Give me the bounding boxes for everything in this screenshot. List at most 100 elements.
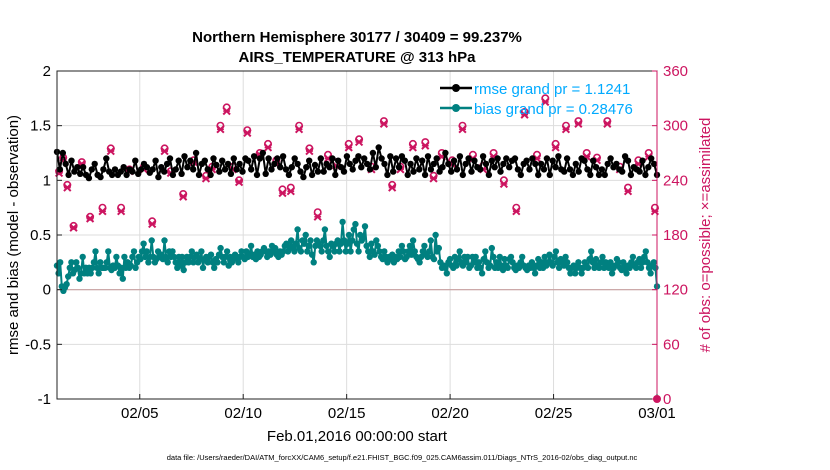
bias-point xyxy=(204,259,211,266)
bias-point xyxy=(597,259,605,266)
rmse-point xyxy=(392,155,400,162)
bias-point xyxy=(352,220,359,228)
bias-point xyxy=(304,248,311,255)
bias-point xyxy=(196,255,203,263)
rmse-point xyxy=(648,155,655,162)
rmse-point xyxy=(624,157,632,164)
rmse-point xyxy=(529,155,536,162)
bias-point xyxy=(368,240,375,247)
rmse-point xyxy=(523,157,530,164)
obs-assimilated-point xyxy=(263,143,273,152)
bias-point xyxy=(336,248,343,255)
x-tick-label: 02/25 xyxy=(535,405,573,422)
bias-point xyxy=(472,253,479,261)
bias-point xyxy=(350,226,357,233)
bias-point xyxy=(223,248,231,255)
bias-point xyxy=(647,270,654,277)
rmse-point xyxy=(491,164,498,171)
rmse-point xyxy=(587,171,594,179)
bias-point xyxy=(297,248,305,255)
bias-point xyxy=(339,218,346,226)
rmse-point xyxy=(332,171,339,179)
y-right-tick-label: 0 xyxy=(663,391,671,408)
bias-point xyxy=(507,253,515,261)
legend-rmse-label: rmse grand pr = 1.1241 xyxy=(474,81,630,98)
rmse-point xyxy=(161,168,168,175)
bias-point xyxy=(92,248,99,255)
rmse-point xyxy=(248,166,255,173)
bias-point xyxy=(105,248,112,255)
bias-point xyxy=(632,264,640,271)
bias-point xyxy=(426,248,433,255)
rmse-point xyxy=(259,149,266,157)
y-left-axis-label: rmse and bias (model - observation) xyxy=(5,115,22,355)
rmse-point xyxy=(221,166,229,173)
obs-assimilated-point xyxy=(85,214,95,223)
bias-point xyxy=(294,226,301,233)
rmse-point xyxy=(566,166,574,173)
rmse-point xyxy=(192,149,200,157)
bias-point xyxy=(73,259,80,266)
rmse-point xyxy=(91,160,98,168)
bias-point xyxy=(501,255,508,263)
rmse-point xyxy=(224,160,232,168)
bias-point xyxy=(418,253,425,261)
rmse-point xyxy=(172,166,179,173)
rmse-point xyxy=(650,160,658,168)
rmse-point xyxy=(404,171,411,179)
rmse-point xyxy=(450,157,458,164)
bias-point xyxy=(424,253,431,261)
bias-point xyxy=(132,264,139,271)
y-right-tick-label: 300 xyxy=(663,118,688,135)
bias-point xyxy=(475,259,483,266)
rmse-point xyxy=(210,155,217,162)
rmse-point xyxy=(433,155,440,162)
rmse-point xyxy=(619,168,626,175)
rmse-point xyxy=(378,155,385,162)
bias-point xyxy=(316,242,324,250)
chart-title-line2: AIRS_TEMPERATURE @ 313 hPa xyxy=(239,49,477,66)
bias-point xyxy=(217,244,224,252)
bias-point xyxy=(349,237,356,244)
rmse-point xyxy=(465,155,472,162)
rmse-point xyxy=(581,157,588,164)
legend-bias-label: bias grand pr = 0.28476 xyxy=(474,101,633,118)
bias-point xyxy=(55,270,62,277)
bias-point xyxy=(371,251,378,258)
obs-assimilated-point xyxy=(354,137,364,147)
rmse-point xyxy=(285,171,293,179)
bias-point xyxy=(97,259,104,266)
rmse-point xyxy=(607,155,614,162)
rmse-point xyxy=(361,155,368,162)
rmse-point xyxy=(68,157,75,164)
rmse-point xyxy=(335,157,342,164)
rmse-point xyxy=(294,160,301,168)
bias-point xyxy=(564,259,571,266)
bias-point xyxy=(411,248,418,255)
rmse-point xyxy=(535,171,542,179)
bias-point xyxy=(626,264,633,271)
bias-point xyxy=(63,281,70,288)
bias-point xyxy=(130,248,138,255)
bias-point xyxy=(365,248,372,255)
bias-point xyxy=(305,242,313,250)
obs-assimilated-point xyxy=(379,119,389,128)
bias-point xyxy=(145,259,152,266)
rmse-point xyxy=(219,157,226,164)
bias-point xyxy=(620,259,627,266)
bias-point xyxy=(592,255,600,263)
bias-point xyxy=(170,253,178,261)
rmse-point xyxy=(479,153,487,160)
bias-point xyxy=(470,259,478,266)
bias-point xyxy=(549,262,556,269)
rmse-point xyxy=(598,166,606,173)
rmse-point xyxy=(120,164,127,171)
legend: rmse grand pr = 1.1241 bias grand pr = 0… xyxy=(440,81,633,118)
rmse-point xyxy=(497,168,504,175)
bias-point xyxy=(116,270,123,277)
rmse-point xyxy=(401,157,408,164)
rmse-point xyxy=(543,155,551,162)
rmse-point xyxy=(326,164,333,171)
rmse-point xyxy=(358,164,365,171)
rmse-point xyxy=(297,168,304,175)
